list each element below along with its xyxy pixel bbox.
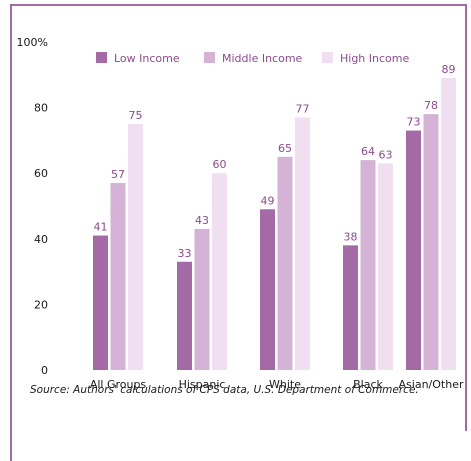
legend-label: Middle Income: [222, 52, 303, 65]
legend-swatch: [322, 52, 333, 63]
legend-item: Low Income: [96, 52, 180, 65]
legend-item: Middle Income: [204, 52, 303, 65]
bars: 41 57 75 All Groups 33 43 60 Hispanic 49 65 77 Whit…: [90, 63, 464, 391]
legend-item: High Income: [322, 52, 409, 65]
bar-value-label: 77: [296, 102, 310, 115]
bar-value-label: 75: [129, 109, 143, 122]
legend-label: Low Income: [114, 52, 180, 65]
bar: [360, 160, 376, 370]
bar-group: 41 57 75 All Groups: [90, 109, 147, 391]
y-tick-label: 0: [41, 364, 48, 377]
bar: [406, 130, 421, 370]
bar: [194, 228, 210, 370]
y-tick-label: 80: [34, 102, 48, 115]
bar: [177, 261, 192, 370]
bar-value-label: 43: [195, 214, 209, 227]
y-axis: 0 20 40 60 80 100%: [17, 36, 48, 377]
bar: [423, 114, 439, 370]
source-note: Source: Authors' calculations of CPS dat…: [30, 384, 419, 396]
bar: [128, 124, 143, 370]
y-tick-label: 100%: [17, 36, 48, 49]
legend-label: High Income: [340, 52, 409, 65]
bar: [343, 245, 358, 370]
bar: [110, 183, 126, 370]
y-tick-label: 60: [34, 167, 48, 180]
bar-value-label: 73: [407, 116, 421, 129]
legend-swatch: [96, 52, 107, 63]
legend: Low Income Middle Income High Income: [96, 52, 409, 65]
y-tick-label: 40: [34, 233, 48, 246]
bar: [441, 78, 456, 370]
bar-value-label: 49: [261, 194, 275, 207]
bar-value-label: 78: [424, 99, 438, 112]
bar-value-label: 89: [442, 63, 456, 76]
bar: [277, 156, 293, 370]
bar-group: 38 64 63 Black: [343, 145, 393, 391]
category-label: Asian/Other: [399, 378, 464, 391]
bar-value-label: 33: [178, 247, 192, 260]
category-label: All Groups: [90, 378, 147, 391]
bar: [93, 235, 108, 370]
bar: [295, 117, 310, 370]
bar: [212, 173, 227, 370]
bar: [260, 209, 275, 370]
bar-value-label: 57: [111, 168, 125, 181]
bar-group: 49 65 77 White: [260, 102, 310, 391]
category-label: Black: [353, 378, 383, 391]
category-label: White: [269, 378, 301, 391]
chart-frame: [10, 4, 467, 431]
bar-value-label: 64: [361, 145, 375, 158]
bar-value-label: 65: [278, 142, 292, 155]
bar-value-label: 60: [213, 158, 227, 171]
category-label: Hispanic: [179, 378, 226, 391]
legend-swatch: [204, 52, 215, 63]
bar-value-label: 38: [344, 230, 358, 243]
bar-value-label: 63: [379, 148, 393, 161]
bar-value-label: 41: [94, 221, 108, 234]
frame-edge: [10, 431, 12, 461]
bar: [378, 163, 393, 370]
bar-group: 33 43 60 Hispanic: [177, 158, 227, 391]
y-tick-label: 20: [34, 298, 48, 311]
